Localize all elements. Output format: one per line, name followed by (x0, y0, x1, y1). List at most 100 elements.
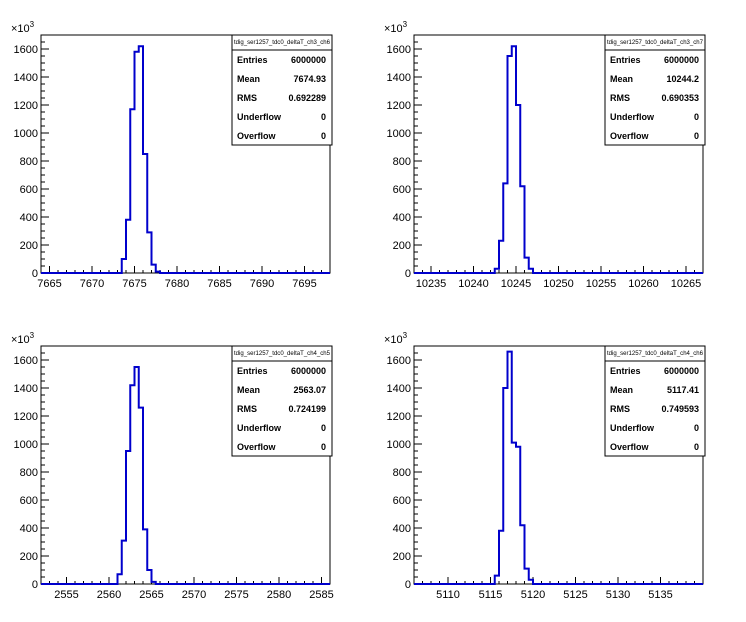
y-tick-label: 1400 (14, 72, 38, 84)
stats-label: Overflow (237, 442, 277, 452)
y-tick-label: 1200 (387, 100, 411, 112)
y-tick-label: 400 (393, 212, 411, 224)
y-tick-label: 200 (20, 551, 38, 563)
stats-box: tdig_ser1257_tdc0_deltaT_ch3_ch7 Entries 6… (604, 34, 706, 146)
y-tick-label: 400 (20, 212, 38, 224)
stats-value: 0.749593 (661, 404, 699, 414)
stats-label: Mean (237, 385, 260, 395)
y-tick-label: 800 (20, 156, 38, 168)
x-tick-label: 10250 (543, 278, 574, 290)
y-tick-label: 800 (393, 156, 411, 168)
y-tick-label: 1200 (14, 411, 38, 423)
stats-value: 6000000 (664, 55, 699, 65)
y-tick-label: 600 (20, 495, 38, 507)
histogram-bin (512, 443, 516, 584)
stats-label: RMS (237, 93, 257, 103)
y-tick-label: 1200 (14, 100, 38, 112)
stats-label: RMS (237, 404, 257, 414)
stats-title: tdig_ser1257_tdc0_deltaT_ch3_ch6 (234, 40, 331, 46)
y-tick-label: 1600 (14, 44, 38, 56)
x-tick-label: 2560 (97, 589, 121, 601)
x-tick-label: 7680 (165, 278, 189, 290)
stats-value: 0 (694, 131, 699, 141)
x-tick-label: 7695 (292, 278, 316, 290)
y-exponent-label: ×103 (11, 20, 35, 35)
stats-value: 0 (321, 423, 326, 433)
x-tick-label: 10235 (416, 278, 447, 290)
y-tick-label: 800 (393, 467, 411, 479)
stats-value: 0 (321, 442, 326, 452)
stats-value: 0 (694, 442, 699, 452)
x-tick-label: 5135 (648, 589, 672, 601)
stats-value: 0.724199 (288, 404, 326, 414)
x-tick-label: 7685 (207, 278, 231, 290)
x-tick-label: 10255 (586, 278, 617, 290)
stats-box: tdig_ser1257_tdc0_deltaT_ch4_ch6 Entries 6… (604, 345, 706, 457)
histogram-outline (414, 45, 703, 274)
x-tick-label: 2575 (224, 589, 248, 601)
y-tick-label: 1000 (14, 128, 38, 140)
y-tick-label: 600 (393, 184, 411, 196)
x-tick-label: 5115 (479, 589, 503, 601)
x-tick-label: 10240 (458, 278, 489, 290)
y-tick-label: 1600 (387, 355, 411, 367)
stats-label: Overflow (237, 131, 277, 141)
y-exponent-label: ×103 (384, 20, 408, 35)
x-tick-label: 10260 (628, 278, 659, 290)
stats-title: tdig_ser1257_tdc0_deltaT_ch4_ch5 (234, 351, 331, 357)
y-tick-label: 400 (20, 523, 38, 535)
stats-value: 0 (694, 112, 699, 122)
stats-label: Underflow (237, 423, 282, 433)
x-tick-label: 2570 (182, 589, 206, 601)
y-tick-label: 1000 (387, 439, 411, 451)
stats-value: 6000000 (291, 366, 326, 376)
x-tick-label: 2585 (309, 589, 333, 601)
x-tick-label: 5120 (521, 589, 545, 601)
x-tick-label: 7665 (37, 278, 61, 290)
stats-value: 7674.93 (293, 74, 326, 84)
y-tick-label: 1400 (387, 72, 411, 84)
y-tick-label: 400 (393, 523, 411, 535)
y-tick-label: 0 (405, 268, 411, 280)
y-tick-label: 200 (20, 240, 38, 252)
stats-title: tdig_ser1257_tdc0_deltaT_ch4_ch6 (607, 351, 704, 357)
x-tick-label: 2555 (54, 589, 78, 601)
stats-title: tdig_ser1257_tdc0_deltaT_ch3_ch7 (607, 40, 704, 46)
stats-box: tdig_ser1257_tdc0_deltaT_ch4_ch5 Entries 6… (231, 345, 333, 457)
stats-value: 5117.41 (667, 385, 699, 395)
y-exponent-label: ×103 (11, 331, 35, 346)
y-exponent-label: ×103 (384, 331, 408, 346)
y-tick-label: 1600 (387, 44, 411, 56)
stats-value: 0 (321, 131, 326, 141)
x-tick-label: 5130 (606, 589, 630, 601)
stats-label: Underflow (237, 112, 282, 122)
x-tick-label: 2580 (267, 589, 291, 601)
stats-label: RMS (610, 93, 630, 103)
y-tick-label: 1200 (387, 411, 411, 423)
x-tick-label: 5125 (563, 589, 587, 601)
y-tick-label: 200 (393, 240, 411, 252)
stats-label: Entries (610, 366, 641, 376)
stats-label: RMS (610, 404, 630, 414)
x-tick-label: 7670 (80, 278, 104, 290)
stats-label: Entries (610, 55, 641, 65)
stats-value: 10244.2 (666, 74, 699, 84)
stats-label: Mean (610, 385, 633, 395)
stats-value: 6000000 (291, 55, 326, 65)
y-tick-label: 800 (20, 467, 38, 479)
y-tick-label: 1000 (14, 439, 38, 451)
y-tick-label: 0 (32, 268, 38, 280)
stats-value: 2563.07 (293, 385, 326, 395)
histogram-panel-1: 7665 7670 7675 7680 7685 7690 7695 0 200 400 600 80… (11, 20, 333, 290)
stats-label: Entries (237, 55, 268, 65)
stats-label: Underflow (610, 112, 655, 122)
stats-label: Mean (610, 74, 633, 84)
stats-label: Mean (237, 74, 260, 84)
histogram-outline (41, 45, 330, 274)
y-tick-label: 1000 (387, 128, 411, 140)
stats-label: Entries (237, 366, 268, 376)
stats-label: Underflow (610, 423, 655, 433)
y-tick-label: 600 (20, 184, 38, 196)
histogram-panel-2: 10235 10240 10245 10250 10255 10260 10265 0 200 4… (384, 20, 706, 290)
